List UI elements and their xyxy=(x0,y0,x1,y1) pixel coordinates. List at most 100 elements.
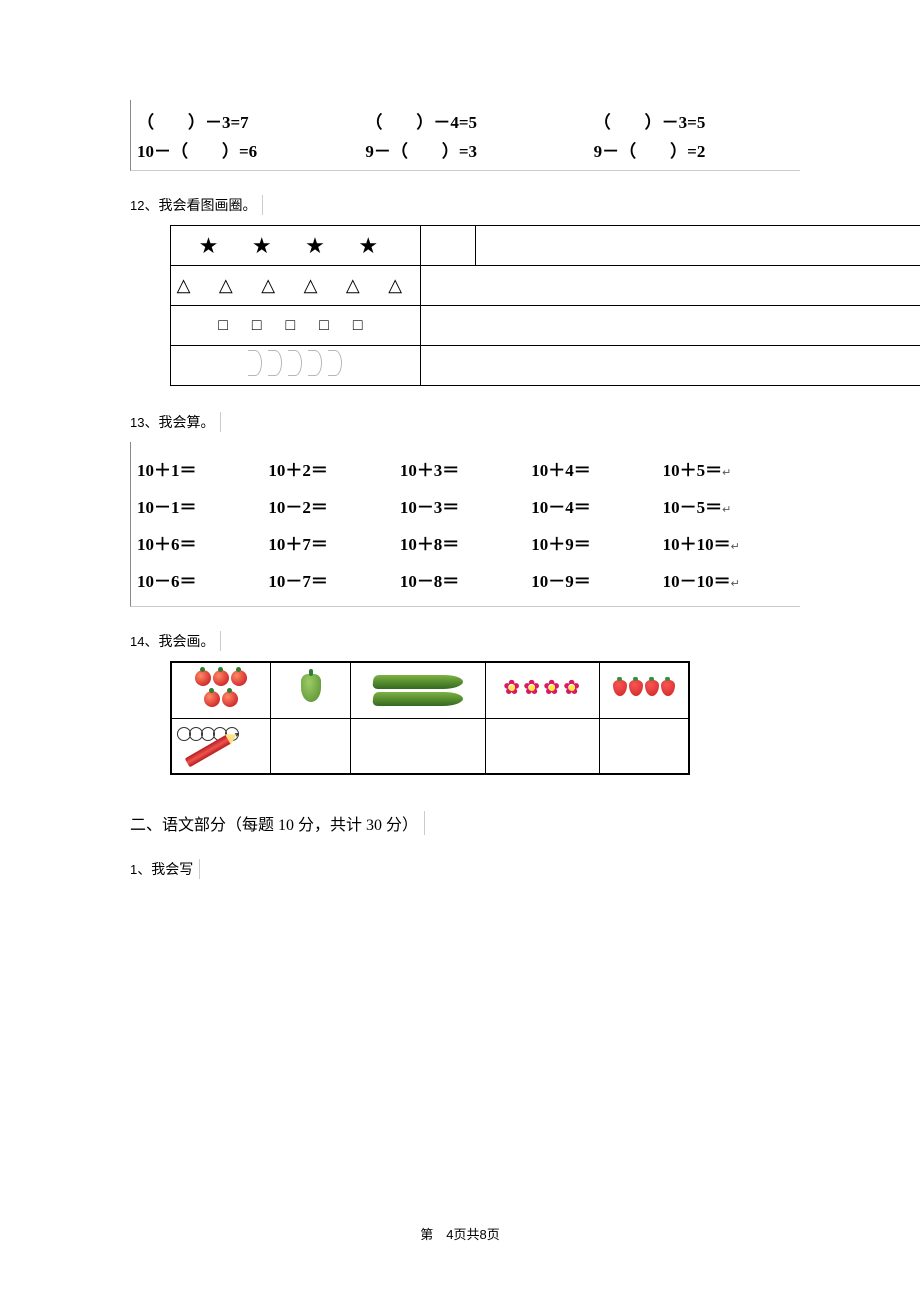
flower-icon xyxy=(543,679,561,697)
calc-cell: 10－1＝ xyxy=(137,493,268,518)
q12-label: 12、我会看图画圈。 xyxy=(130,195,263,215)
leaf-icon xyxy=(288,350,302,376)
footer-suffix: 页 xyxy=(487,1227,500,1242)
berry-icon xyxy=(661,680,675,696)
calc-cell: 10＋3＝ xyxy=(400,456,531,481)
q13-text: 、我会算。 xyxy=(144,416,214,431)
eq: 9－（ ）=2 xyxy=(594,137,792,162)
calc-cell: 10＋4＝ xyxy=(531,456,662,481)
calc-cell: 10－4＝ xyxy=(531,493,662,518)
pepper-cell xyxy=(271,662,351,718)
q2-1-text: 、我会写 xyxy=(137,863,193,878)
page-footer: 第 4页共8页 xyxy=(0,1224,920,1243)
calc-box: 10＋1＝10＋2＝10＋3＝10＋4＝10＋5＝↵10－1＝10－2＝10－3… xyxy=(130,442,800,607)
eq: （ ）－3=7 xyxy=(137,108,335,133)
empty-cell xyxy=(485,718,599,774)
calc-cell: 10＋9＝ xyxy=(531,530,662,555)
berry-icon xyxy=(629,680,643,696)
calc-cell: 10＋6＝ xyxy=(137,530,268,555)
q2-1-label: 1、我会写 xyxy=(130,859,200,879)
q12-num: 12 xyxy=(130,198,144,213)
q12-text: 、我会看图画圈。 xyxy=(144,199,256,214)
flower-icon xyxy=(523,679,541,697)
table-14 xyxy=(170,661,690,775)
tomato-icon xyxy=(195,670,211,686)
empty-cell xyxy=(599,718,689,774)
empty-cell xyxy=(475,226,920,266)
cucumber-icon xyxy=(372,692,463,706)
tomato-icon xyxy=(204,691,220,707)
table-row: □ □ □ □ □ xyxy=(171,306,920,346)
calc-cell: 10－10＝↵ xyxy=(663,567,794,592)
flowers-cell xyxy=(485,662,599,718)
table-row: ★ ★ ★ ★ xyxy=(171,226,920,266)
calc-cell: 10＋2＝ xyxy=(268,456,399,481)
flower-icon xyxy=(503,679,521,697)
calc-cell: 10＋8＝ xyxy=(400,530,531,555)
equation-box: （ ）－3=7 （ ）－4=5 （ ）－3=5 10－（ ）=6 9－（ ）=3… xyxy=(130,100,800,171)
return-mark: ↵ xyxy=(722,504,731,516)
leaf-icon xyxy=(268,350,282,376)
cucumber-icon xyxy=(372,675,463,689)
table-row xyxy=(171,346,920,386)
eq-row-2: 10－（ ）=6 9－（ ）=3 9－（ ）=2 xyxy=(137,135,792,164)
eq: （ ）－4=5 xyxy=(365,108,563,133)
calc-cell: 10＋7＝ xyxy=(268,530,399,555)
section-2-title: 二、语文部分（每题 10 分，共计 30 分） xyxy=(130,811,425,835)
calc-cell: 10－3＝ xyxy=(400,493,531,518)
calc-cell: 10－9＝ xyxy=(531,567,662,592)
calc-cell: 10＋10＝↵ xyxy=(663,530,794,555)
q14-num: 14 xyxy=(130,634,144,649)
table-row xyxy=(171,662,689,718)
cucumbers-cell xyxy=(350,662,485,718)
calc-cell: 10－8＝ xyxy=(400,567,531,592)
tomato-icon xyxy=(222,691,238,707)
empty-cell xyxy=(420,226,475,266)
leaf-icon xyxy=(308,350,322,376)
calc-cell: 10－2＝ xyxy=(268,493,399,518)
empty-cell xyxy=(420,266,920,306)
calc-row: 10－6＝10－7＝10－8＝10－9＝10－10＝↵ xyxy=(137,561,794,598)
calc-cell: 10＋1＝ xyxy=(137,456,268,481)
stars-cell: ★ ★ ★ ★ xyxy=(199,233,392,258)
leaves-cell xyxy=(171,346,421,386)
empty-cell xyxy=(271,718,351,774)
empty-cell xyxy=(420,306,920,346)
calc-cell: 10－7＝ xyxy=(268,567,399,592)
tomatoes-cell xyxy=(171,662,271,718)
table-row: △ △ △ △ △ △ xyxy=(171,266,920,306)
calc-cell: 10－5＝↵ xyxy=(663,493,794,518)
empty-cell xyxy=(350,718,485,774)
return-mark: ↵ xyxy=(722,467,731,479)
return-mark: ↵ xyxy=(731,541,740,553)
tomato-icon xyxy=(231,670,247,686)
pepper-icon xyxy=(301,674,321,702)
eq: 10－（ ）=6 xyxy=(137,137,335,162)
flower-icon xyxy=(563,679,581,697)
footer-total: 8 xyxy=(480,1227,487,1242)
q13-num: 13 xyxy=(130,415,144,430)
squares-cell: □ □ □ □ □ xyxy=(218,317,372,334)
table-12: ★ ★ ★ ★ △ △ △ △ △ △ □ □ □ □ □ xyxy=(170,225,920,386)
calc-cell: 10－6＝ xyxy=(137,567,268,592)
eq: 9－（ ）=3 xyxy=(365,137,563,162)
calc-row: 10＋1＝10＋2＝10＋3＝10＋4＝10＋5＝↵ xyxy=(137,450,794,487)
q14-text: 、我会画。 xyxy=(144,635,214,650)
return-mark: ↵ xyxy=(731,578,740,590)
empty-cell xyxy=(420,346,920,386)
q13-label: 13、我会算。 xyxy=(130,412,221,432)
circles-cell xyxy=(171,718,271,774)
berries-cell xyxy=(599,662,689,718)
tomato-icon xyxy=(213,670,229,686)
eq-row-1: （ ）－3=7 （ ）－4=5 （ ）－3=5 xyxy=(137,106,792,135)
calc-row: 10＋6＝10＋7＝10＋8＝10＋9＝10＋10＝↵ xyxy=(137,524,794,561)
leaf-icon xyxy=(248,350,262,376)
footer-mid: 页共 xyxy=(453,1227,479,1242)
calc-cell: 10＋5＝↵ xyxy=(663,456,794,481)
table-row xyxy=(171,718,689,774)
triangles-cell: △ △ △ △ △ △ xyxy=(177,275,415,295)
calc-row: 10－1＝10－2＝10－3＝10－4＝10－5＝↵ xyxy=(137,487,794,524)
eq: （ ）－3=5 xyxy=(594,108,792,133)
leaf-icon xyxy=(328,350,342,376)
berry-icon xyxy=(613,680,627,696)
